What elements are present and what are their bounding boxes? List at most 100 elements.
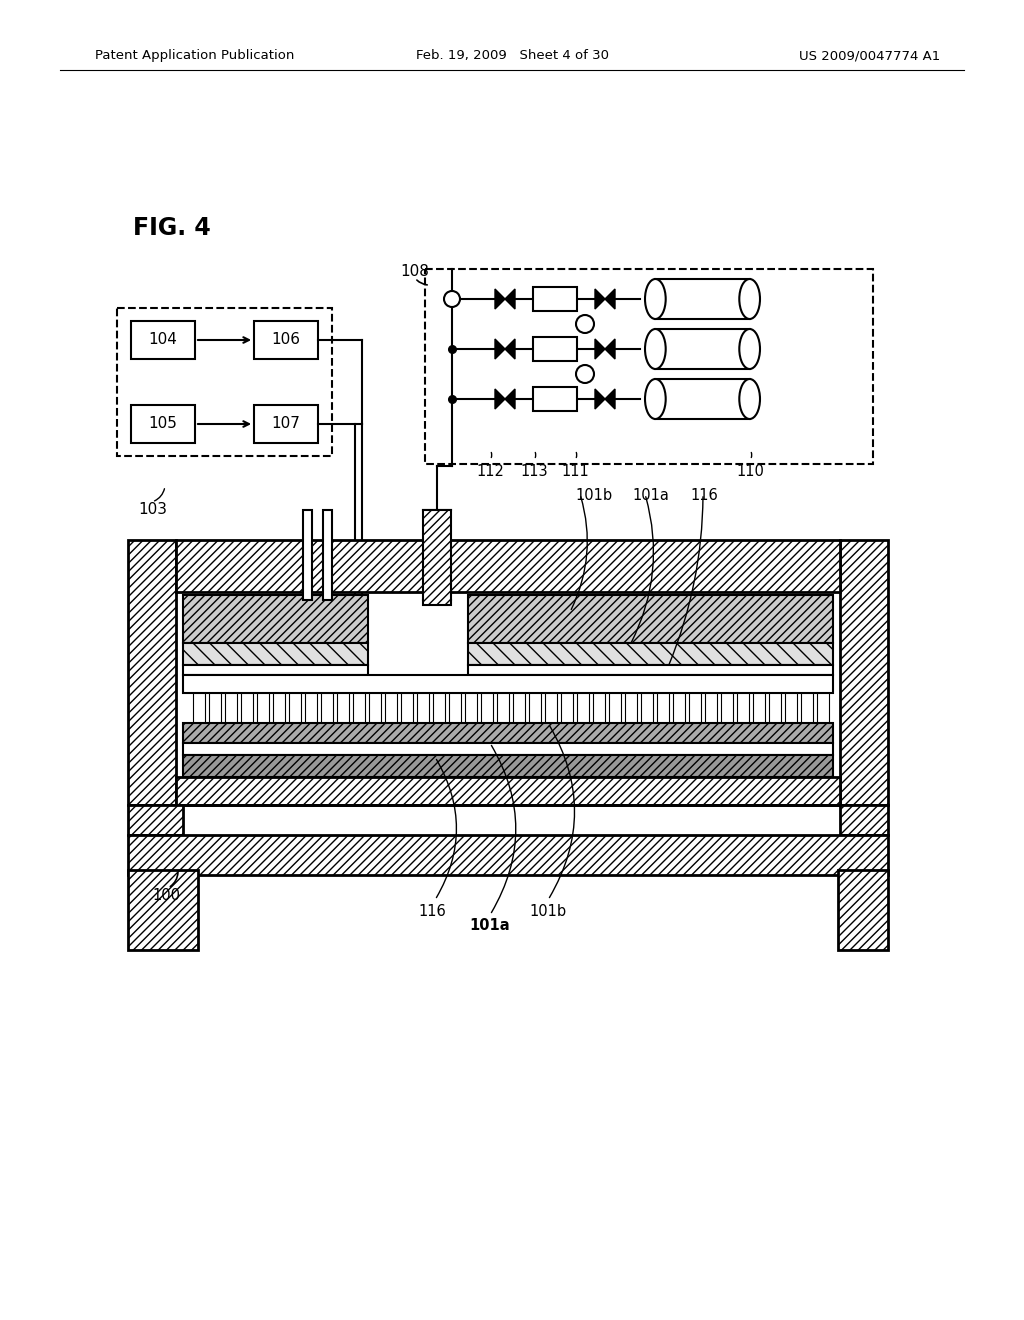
Bar [481,693,493,723]
Circle shape [575,366,594,383]
Bar [337,693,349,723]
Polygon shape [505,339,515,359]
Bar [183,755,833,777]
Text: 100: 100 [152,888,180,903]
Bar [183,643,368,665]
Polygon shape [595,289,605,309]
Bar [193,693,205,723]
Text: 107: 107 [271,417,300,432]
Bar [128,870,198,950]
Bar [131,405,195,444]
Bar [609,693,621,723]
Bar [128,805,183,836]
Bar [468,665,833,675]
Bar [128,836,888,875]
Bar [817,693,829,723]
Bar [183,675,833,693]
Text: 116: 116 [418,904,445,920]
Bar [468,595,833,643]
Ellipse shape [739,379,760,418]
Text: 101b: 101b [529,904,566,920]
Bar [529,693,541,723]
Polygon shape [595,389,605,409]
Text: 101b: 101b [575,488,612,503]
Bar [625,693,637,723]
Bar [128,540,176,805]
Polygon shape [495,339,505,359]
Bar [657,693,669,723]
Bar [840,540,888,805]
Bar [117,308,332,455]
Bar [225,693,237,723]
Bar [254,405,318,444]
Bar [183,595,368,643]
Bar [534,286,577,312]
Text: 101a: 101a [470,919,510,933]
Bar [353,693,365,723]
Circle shape [575,315,594,333]
Bar [737,693,749,723]
Text: 104: 104 [148,333,177,347]
Bar [673,693,685,723]
Bar [323,510,332,601]
Polygon shape [605,339,615,359]
Text: 116: 116 [690,488,718,503]
Polygon shape [605,389,615,409]
Polygon shape [495,389,505,409]
Ellipse shape [645,329,666,370]
Bar [468,643,833,665]
Bar [369,693,381,723]
Polygon shape [495,289,505,309]
Polygon shape [505,289,515,309]
Bar [209,693,221,723]
Bar [545,693,557,723]
Bar [785,693,797,723]
Bar [176,777,840,805]
Bar [561,693,573,723]
Bar [497,693,509,723]
Bar [753,693,765,723]
Bar [513,693,525,723]
Bar [305,693,317,723]
Bar [465,693,477,723]
Bar [321,693,333,723]
Bar [534,387,577,411]
Bar [257,693,269,723]
Bar [433,693,445,723]
Text: 110: 110 [736,465,764,479]
Bar [417,693,429,723]
Text: 112: 112 [476,465,504,479]
Bar [705,693,717,723]
Bar [769,693,781,723]
Bar [273,693,285,723]
Bar [176,540,840,591]
Bar [577,693,589,723]
Polygon shape [605,289,615,309]
Bar [449,693,461,723]
Bar [641,693,653,723]
Text: 113: 113 [520,465,548,479]
Bar [593,693,605,723]
Text: 103: 103 [138,503,167,517]
Bar [254,321,318,359]
Circle shape [444,290,460,308]
Bar [655,379,750,418]
Text: 108: 108 [400,264,429,280]
Bar [534,337,577,360]
Polygon shape [505,389,515,409]
Ellipse shape [739,279,760,319]
Bar [385,693,397,723]
Text: 105: 105 [148,417,177,432]
Bar [425,269,873,465]
Text: 101a: 101a [632,488,669,503]
Bar [289,693,301,723]
Ellipse shape [645,279,666,319]
Bar [689,693,701,723]
Bar [401,693,413,723]
Bar [131,321,195,359]
Bar [801,693,813,723]
Text: US 2009/0047774 A1: US 2009/0047774 A1 [799,49,940,62]
Bar [655,279,750,319]
Ellipse shape [739,329,760,370]
Bar [303,510,312,601]
